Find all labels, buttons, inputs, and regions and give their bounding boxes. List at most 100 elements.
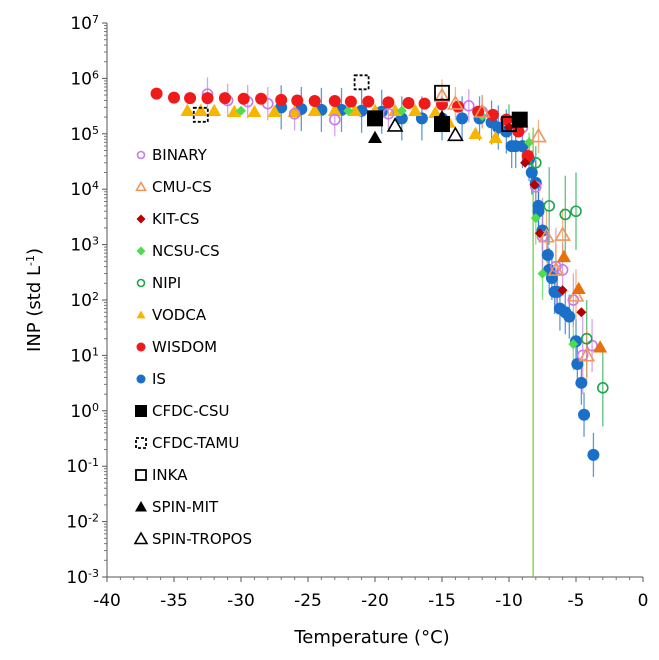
marker-shape xyxy=(554,226,571,241)
legend-marker-binary xyxy=(136,150,146,160)
point-ncsu-cs xyxy=(568,339,579,350)
y-axis-title-close: ) xyxy=(24,248,45,255)
x-tick-label: -5 xyxy=(568,591,585,611)
marker-shape xyxy=(435,110,449,123)
point-is xyxy=(456,112,469,125)
y-tick-label: 105 xyxy=(70,123,99,145)
y-axis-title-main: INP (std L xyxy=(24,266,45,352)
x-tick-label: -30 xyxy=(227,591,255,611)
y-tick-label: 10-2 xyxy=(66,511,99,533)
point-kit-cs xyxy=(504,122,514,133)
y-tick-label: 101 xyxy=(70,345,99,367)
point-cmu-cs xyxy=(554,226,571,241)
y-tick-label: 100 xyxy=(70,400,99,422)
marker-shape xyxy=(570,205,582,218)
legend-label-ncsu-cs: NCSU-CS xyxy=(152,242,220,260)
marker-shape xyxy=(135,405,147,417)
marker-shape xyxy=(587,448,600,461)
marker-shape xyxy=(563,310,576,323)
point-ncsu-cs xyxy=(236,105,246,116)
marker-shape xyxy=(486,108,499,121)
point-vodca xyxy=(347,103,362,117)
legend-marker-vodca xyxy=(136,310,146,319)
marker-shape xyxy=(201,92,214,105)
legend-item-ncsu-cs: NCSU-CS xyxy=(136,242,220,260)
point-vodca xyxy=(207,103,222,117)
marker-shape xyxy=(184,92,197,105)
marker-shape xyxy=(556,249,571,263)
marker-shape xyxy=(568,339,579,350)
point-vodca xyxy=(468,126,483,140)
point-cmu-cs xyxy=(578,346,596,362)
y-tick-base: 10 xyxy=(70,69,92,89)
marker-shape xyxy=(525,166,538,179)
point-wisdom xyxy=(237,92,250,105)
y-tick-exponent: 3 xyxy=(92,234,99,247)
marker-shape xyxy=(578,408,591,421)
point-vodca xyxy=(428,105,443,118)
marker-shape xyxy=(488,130,503,143)
legend: BINARY CMU-CS KIT-CS NCSU-CS NIPI VODCA WISDOM… xyxy=(133,146,252,548)
legend-marker-nipi xyxy=(136,278,146,288)
legend-item-nipi: NIPI xyxy=(136,274,181,292)
marker-shape xyxy=(529,179,540,190)
marker-shape xyxy=(255,92,268,105)
point-cfdc-tamu xyxy=(353,74,370,91)
point-kit-cs xyxy=(520,157,531,168)
marker-shape xyxy=(468,126,483,140)
point-kit-cs xyxy=(576,307,587,318)
point-wisdom xyxy=(486,108,499,121)
point-spin-tropos xyxy=(386,117,404,132)
marker-shape xyxy=(529,156,542,169)
marker-shape xyxy=(557,285,568,296)
point-vodca xyxy=(180,103,195,117)
y-tick-base: 10 xyxy=(70,180,92,200)
marker-shape xyxy=(133,531,149,545)
point-nipi xyxy=(580,332,593,345)
marker-shape xyxy=(327,103,342,117)
marker-shape xyxy=(456,112,469,125)
marker-shape xyxy=(247,104,262,118)
point-nipi xyxy=(570,205,582,218)
marker-shape xyxy=(168,91,180,104)
marker-shape xyxy=(520,157,531,168)
point-vodca-warm xyxy=(556,249,571,263)
marker-shape xyxy=(136,150,146,160)
legend-label-spin-tropos: SPIN-TROPOS xyxy=(152,530,252,548)
legend-item-is: IS xyxy=(136,370,166,388)
point-is xyxy=(525,166,538,179)
y-tick-base: 10 xyxy=(70,291,92,311)
legend-label-spin-mit: SPIN-MIT xyxy=(152,498,219,516)
y-tick-base: 10 xyxy=(70,125,92,145)
marker-shape xyxy=(344,95,357,108)
marker-shape xyxy=(545,271,558,284)
point-cmu-cs xyxy=(538,227,555,243)
y-axis-title: INP (std L-1) xyxy=(24,248,46,352)
marker-shape xyxy=(343,105,354,116)
legend-item-cfdc-tamu: CFDC-TAMU xyxy=(135,434,239,452)
point-cmu-cs xyxy=(567,287,585,302)
legend-item-cmu-cs: CMU-CS xyxy=(135,178,212,196)
legend-item-spin-tropos: SPIN-TROPOS xyxy=(133,530,252,548)
marker-shape xyxy=(388,103,403,117)
legend-label-vodca: VODCA xyxy=(152,306,207,324)
marker-shape xyxy=(291,94,304,107)
marker-shape xyxy=(135,501,147,512)
point-nipi xyxy=(529,156,542,169)
marker-shape xyxy=(368,130,382,143)
y-tick-exponent: -1 xyxy=(88,456,99,469)
marker-shape xyxy=(428,105,443,118)
point-vodca xyxy=(408,103,423,117)
x-tick-label: -25 xyxy=(294,591,322,611)
marker-shape xyxy=(237,92,250,105)
marker-shape xyxy=(473,103,491,118)
y-tick-exponent: 4 xyxy=(92,179,99,192)
point-binary xyxy=(288,107,301,120)
legend-label-binary: BINARY xyxy=(152,146,208,164)
marker-shape xyxy=(433,87,451,103)
legend-label-inka: INKA xyxy=(152,466,188,484)
marker-shape xyxy=(287,104,302,118)
x-tick-label: 0 xyxy=(638,591,649,611)
point-inka xyxy=(501,116,517,132)
point-vodca xyxy=(247,104,262,118)
